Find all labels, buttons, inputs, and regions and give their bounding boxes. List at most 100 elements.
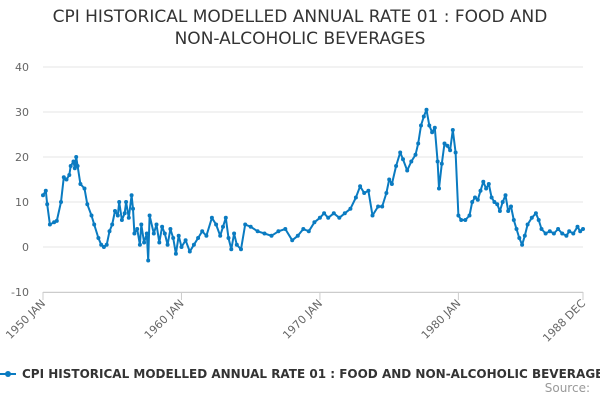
data-point[interactable] (59, 200, 63, 204)
data-point[interactable] (119, 218, 124, 222)
data-point[interactable] (43, 188, 48, 193)
data-point[interactable] (129, 193, 134, 198)
data-point[interactable] (424, 107, 429, 112)
data-point[interactable] (137, 242, 142, 247)
data-point[interactable] (503, 193, 508, 198)
data-point[interactable] (489, 195, 494, 200)
data-point[interactable] (255, 229, 260, 234)
data-point[interactable] (413, 152, 418, 157)
data-point[interactable] (448, 148, 453, 153)
data-point[interactable] (99, 242, 104, 247)
data-point[interactable] (176, 233, 181, 238)
data-point[interactable] (475, 197, 480, 202)
data-point[interactable] (539, 227, 544, 231)
data-point[interactable] (416, 141, 421, 146)
data-point[interactable] (543, 231, 548, 236)
data-point[interactable] (131, 206, 135, 211)
data-point[interactable] (337, 215, 342, 220)
data-point[interactable] (547, 229, 552, 234)
data-point[interactable] (353, 195, 358, 200)
data-point[interactable] (171, 236, 176, 240)
data-point[interactable] (430, 130, 435, 135)
data-point[interactable] (126, 215, 131, 220)
data-point[interactable] (453, 150, 458, 155)
data-point[interactable] (117, 200, 122, 204)
data-point[interactable] (124, 200, 129, 204)
data-point[interactable] (459, 218, 464, 222)
data-point[interactable] (376, 204, 381, 209)
data-point[interactable] (450, 128, 455, 132)
data-point[interactable] (96, 236, 101, 240)
data-point[interactable] (78, 182, 83, 186)
data-point[interactable] (497, 209, 502, 213)
data-point[interactable] (517, 236, 522, 240)
data-point[interactable] (160, 224, 165, 229)
data-point[interactable] (221, 224, 225, 229)
data-point[interactable] (82, 186, 87, 191)
data-point[interactable] (147, 213, 152, 218)
data-point[interactable] (578, 229, 583, 234)
data-point[interactable] (387, 177, 392, 182)
data-point[interactable] (560, 231, 565, 236)
data-point[interactable] (54, 218, 59, 223)
data-point[interactable] (139, 222, 144, 227)
data-point[interactable] (157, 240, 162, 245)
data-point[interactable] (74, 155, 79, 159)
data-point[interactable] (113, 209, 117, 213)
data-point[interactable] (322, 211, 327, 216)
data-point[interactable] (389, 182, 394, 186)
data-point[interactable] (301, 227, 306, 231)
data-point[interactable] (146, 258, 151, 263)
data-point[interactable] (456, 213, 461, 218)
data-point[interactable] (115, 213, 120, 218)
data-point[interactable] (75, 164, 80, 168)
data-point[interactable] (47, 222, 52, 227)
data-point[interactable] (68, 164, 73, 168)
data-point[interactable] (495, 202, 500, 207)
data-point[interactable] (463, 218, 468, 222)
data-point[interactable] (276, 229, 281, 234)
data-point[interactable] (72, 166, 77, 171)
data-point[interactable] (162, 231, 167, 236)
data-point[interactable] (326, 215, 331, 220)
data-point[interactable] (366, 188, 371, 193)
data-point[interactable] (262, 231, 267, 236)
data-point[interactable] (85, 202, 90, 207)
data-point[interactable] (533, 211, 538, 216)
data-point[interactable] (110, 222, 115, 227)
data-point[interactable] (439, 161, 444, 166)
data-point[interactable] (419, 123, 423, 128)
data-point[interactable] (522, 233, 527, 238)
data-point[interactable] (295, 233, 300, 238)
data-point[interactable] (358, 184, 363, 189)
data-point[interactable] (514, 227, 519, 231)
data-point[interactable] (405, 168, 410, 173)
data-point[interactable] (144, 231, 149, 236)
data-point[interactable] (473, 195, 477, 200)
data-point[interactable] (435, 159, 440, 164)
data-point[interactable] (239, 247, 243, 252)
data-point[interactable] (41, 193, 45, 198)
data-point[interactable] (173, 251, 178, 256)
data-point[interactable] (551, 231, 556, 236)
data-point[interactable] (200, 229, 205, 234)
data-point[interactable] (331, 211, 336, 216)
data-point[interactable] (432, 125, 437, 130)
data-point[interactable] (370, 213, 375, 218)
data-point[interactable] (520, 242, 525, 247)
data-point[interactable] (481, 179, 486, 184)
data-point[interactable] (168, 227, 173, 231)
data-point[interactable] (470, 200, 475, 204)
data-point[interactable] (196, 236, 201, 240)
data-point[interactable] (421, 114, 426, 119)
data-point[interactable] (243, 222, 248, 227)
data-point[interactable] (306, 229, 311, 234)
legend[interactable]: CPI HISTORICAL MODELLED ANNUAL RATE 01 :… (0, 364, 600, 384)
data-point[interactable] (223, 215, 228, 220)
data-point[interactable] (290, 238, 295, 243)
data-point[interactable] (437, 186, 441, 191)
data-point[interactable] (232, 231, 237, 236)
data-point[interactable] (442, 141, 447, 146)
data-point[interactable] (179, 245, 184, 249)
data-point[interactable] (529, 215, 534, 220)
